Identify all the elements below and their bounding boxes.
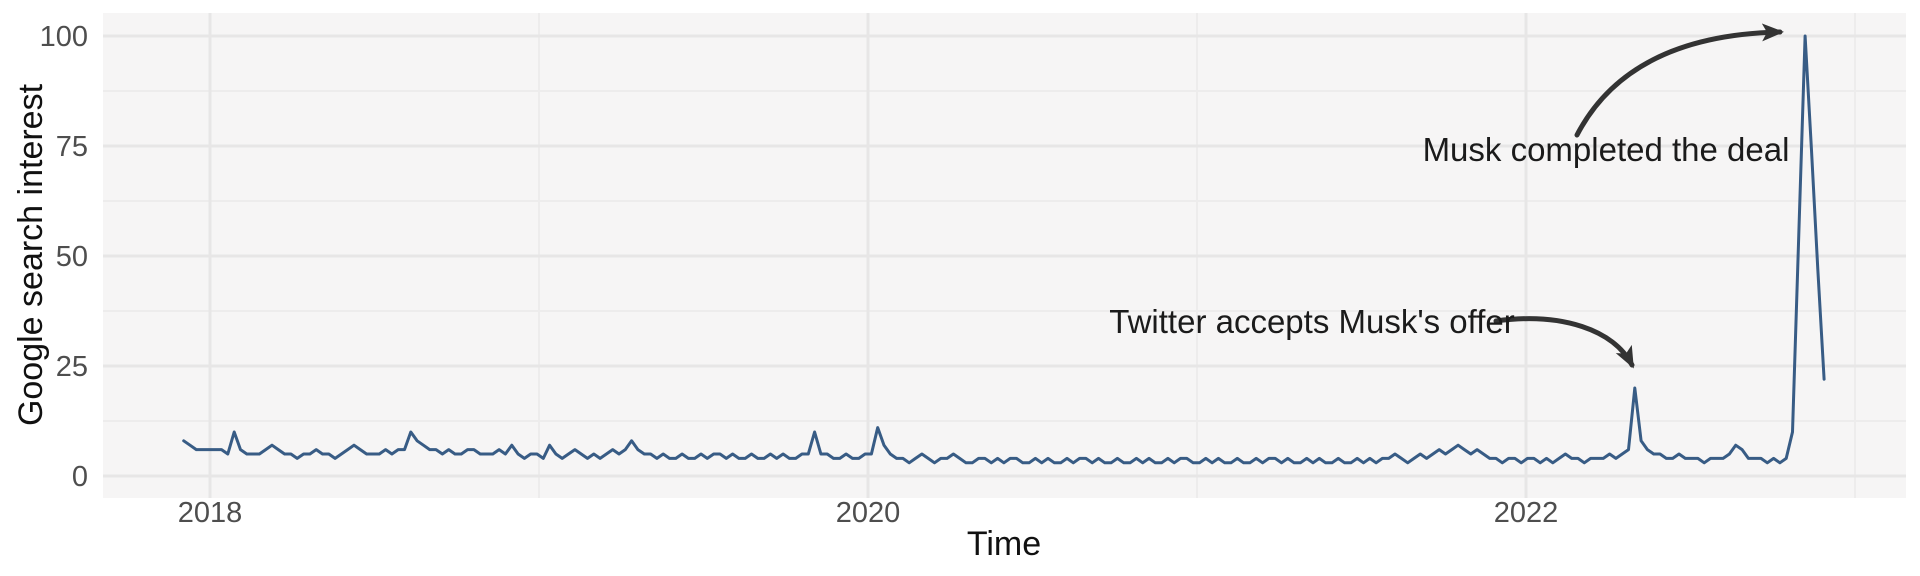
search-interest-line: [182, 34, 1826, 465]
arrow-to-offer-spike-icon: [1493, 316, 1635, 369]
y-tick-0: 0: [71, 461, 88, 493]
annotation-deal-completed: Musk completed the deal: [1422, 131, 1790, 168]
y-tick-25: 25: [55, 351, 88, 383]
x-axis-title: Time: [966, 525, 1042, 563]
y-tick-50: 50: [55, 241, 88, 273]
annotation-offer-accepted: Twitter accepts Musk's offer: [1109, 303, 1515, 340]
arrow-to-peak-icon: [1574, 23, 1784, 138]
x-tick-2018: 2018: [177, 497, 243, 529]
y-tick-75: 75: [55, 131, 88, 163]
plot-panel: [103, 13, 1906, 498]
x-tick-2020: 2020: [835, 497, 901, 529]
annotation-arrows: [1493, 23, 1784, 369]
y-axis-title: Google search interest: [12, 83, 50, 427]
x-tick-2022: 2022: [1493, 497, 1559, 529]
y-tick-100: 100: [39, 21, 88, 53]
